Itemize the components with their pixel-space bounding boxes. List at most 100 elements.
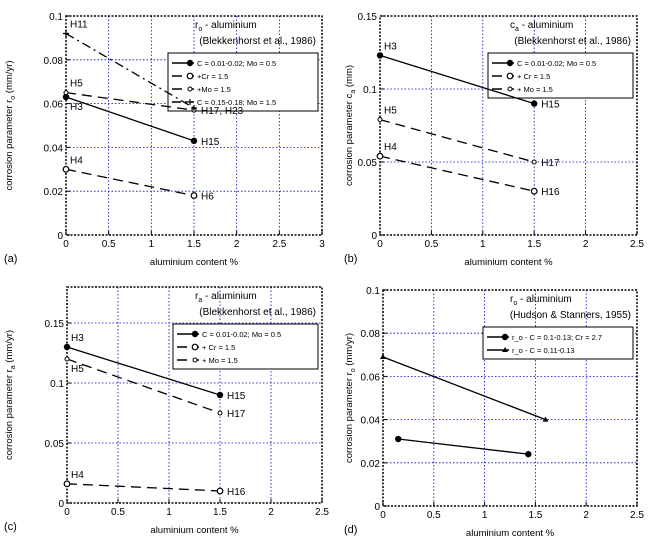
x-tick-label: 2 [234,239,240,250]
x-tick-label: 3 [319,239,325,250]
marker-small-circle [187,86,193,92]
y-tick-label: 0 [374,502,380,513]
y-tick-label: 0.08 [44,56,64,67]
series-line [65,168,195,197]
legend-label: +Cr = 1.5 [197,72,228,81]
x-tick-label: 0.5 [427,510,441,521]
x-tick-label: 0 [64,507,70,518]
y-axis-label: corrosion parameter ro (mm/yr) [4,60,17,190]
legend-item: C = 0.01-0.02; Mo = 0.5 [172,59,276,68]
series: H3 H15 [63,333,246,402]
chart-title: ro - aluminium [510,294,572,307]
point-label: H3 [71,333,84,344]
y-tick-label: 0.15 [358,12,378,23]
legend-label: +Mo = 1.5 [197,85,231,94]
x-tick-label: 2.5 [272,239,286,250]
legend-item: +Cr = 1.5 [172,72,228,81]
series-line [65,96,195,142]
series: H5 H17 [377,106,560,169]
chart-subtitle: (Blekkenhorst et al., 1986) [199,307,316,318]
series-line [382,356,546,421]
series-line [66,358,221,414]
x-tick-label: 1 [482,510,488,521]
series-line [65,92,195,111]
point-label: H16 [541,187,560,198]
subplot-b: 0 0.5 1 1.5 2 2.5 0 0.05 0.1 0.15 aluminium conten… [344,12,644,268]
y-tick-label: 0.05 [45,439,65,450]
plot-frame [66,286,323,504]
marker-small-circle [531,159,537,165]
y-tick-label: 0.1 [50,379,64,390]
x-tick-label: 1 [149,239,155,250]
point-label: H15 [201,137,220,148]
x-tick-label: 1 [480,239,486,250]
marker-filled-circle [191,330,199,338]
marker-open-circle [191,343,199,351]
x-tick-label: 0 [380,510,386,521]
x-tick-label: 0.5 [102,239,116,250]
x-tick-label: 1.5 [213,507,227,518]
panel-label: (b) [344,253,357,265]
marker-filled-circle [190,137,198,145]
point-label: H4 [70,155,83,166]
panel-label: (a) [4,253,17,265]
marker-open-circle [506,72,514,80]
legend-label: C = 0.01-0.02; Mo = 0.5 [517,59,596,68]
y-tick-label: 0.06 [361,372,381,383]
y-axis-label: corrosion parameter ca (mm) [344,65,357,186]
y-axis-label: corrosion parameter ra (mm/yr) [4,330,17,460]
series-line [379,54,535,105]
y-tick-label: 0.1 [49,12,63,23]
panel-label: (d) [344,524,357,536]
y-tick-label: 0 [371,231,377,242]
legend-label: r_o - C = 0.1-0.13; Cr = 2.7 [512,333,602,342]
marker-small-circle [217,410,223,416]
legend-item: r_o - C = 0.11-0.13 [487,346,575,355]
marker-plus [191,104,197,111]
subplot-a: 0 0.5 1 1.5 2 2.5 3 0 0.02 0.04 0.06 0.08 0.1 alumini… [4,12,325,268]
marker-filled-circle [525,450,532,458]
x-tick-label: 0.5 [111,507,125,518]
y-tick-label: 0 [58,499,64,510]
chart-title: ro - aluminium [195,20,257,33]
x-tick-label: 1 [166,507,172,518]
legend-item: C = 0.15-0.18; Mo = 1.5 [172,98,276,107]
legend-item: +Mo = 1.5 [172,85,231,94]
legend: C = 0.01-0.02; Mo = 0.5 + Cr = 1.5 + Mo … [172,323,319,370]
legend-label: C = 0.01-0.02; Mo = 0.5 [197,59,276,68]
y-tick-label: 0.06 [44,100,64,111]
marker-open-circle [63,480,71,488]
marker-open-circle [376,152,384,160]
series: H5 H17 [64,356,246,420]
point-label: H15 [541,100,560,111]
series [395,435,532,458]
point-label: H11 [70,20,88,31]
marker-open-circle [530,187,538,195]
legend-item: C = 0.01-0.02; Mo = 0.5 [492,59,596,68]
marker-plus [63,30,69,37]
legend-item: + Mo = 1.5 [177,356,238,365]
marker-triangle [380,353,386,359]
point-label: H6 [201,192,214,203]
legend-box [482,326,634,360]
series: H5 H17, H23 [63,79,244,117]
legend-item: C = 0.01-0.02; Mo = 0.5 [177,330,281,339]
marker-open-circle [62,165,70,173]
marker-open-circle [186,72,194,80]
chart-subtitle: (Blekkenhorst et al., 1986) [199,36,316,47]
legend-label: + Mo = 1.5 [517,85,553,94]
x-tick-label: 2 [583,239,589,250]
y-tick-label: 0.02 [44,187,64,198]
x-tick-label: 0.5 [424,239,438,250]
point-label: H3 [384,41,397,52]
marker-small-circle [377,117,383,123]
legend-label: + Mo = 1.5 [202,356,238,365]
series-line [379,119,535,163]
chart-subtitle: (Hudson & Stanners, 1955) [510,310,631,321]
legend-item: + Mo = 1.5 [492,85,553,94]
subplot-d: 0 0.5 1 1.5 2 2.5 0 0.02 0.04 0.06 0.08 0.1 aluminiu… [344,286,644,539]
y-tick-label: 0.04 [44,143,64,154]
legend: C = 0.01-0.02; Mo = 0.5 +Cr = 1.5 +Mo = … [167,52,319,112]
panel-label: (c) [4,521,17,533]
